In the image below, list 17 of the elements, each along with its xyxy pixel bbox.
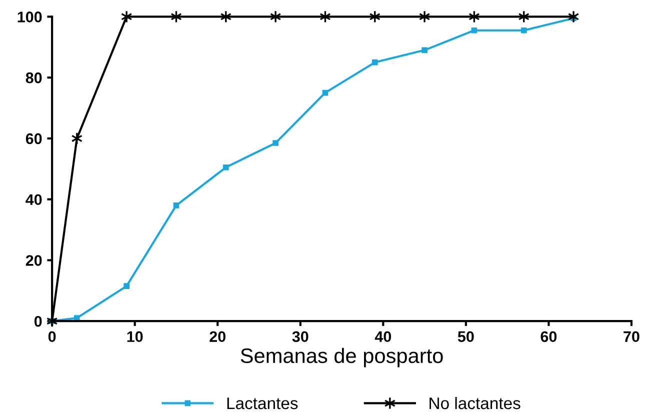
y-tick-label: 40 — [26, 194, 42, 206]
x-tick-label: 50 — [458, 331, 474, 342]
y-tick-label: 0 — [34, 316, 42, 327]
legend-label: Lactantes — [227, 398, 298, 410]
y-tick-label: 60 — [26, 133, 42, 144]
x-tick-label: 10 — [127, 331, 143, 342]
legend-label: No lactantes — [430, 396, 520, 410]
x-tick-label: 0 — [48, 331, 56, 342]
x-tick-label: 20 — [210, 331, 226, 342]
x-axis-title: Semanas de posparto — [240, 348, 443, 368]
y-tick-label: 100 — [18, 12, 42, 22]
x-tick-label: 60 — [540, 331, 557, 342]
y-tick-label: 20 — [26, 255, 42, 266]
x-tick-label: 70 — [624, 331, 640, 342]
y-tick-label: 80 — [26, 72, 42, 84]
x-tick-label: 30 — [292, 331, 308, 342]
x-tick-label: 40 — [374, 331, 392, 342]
